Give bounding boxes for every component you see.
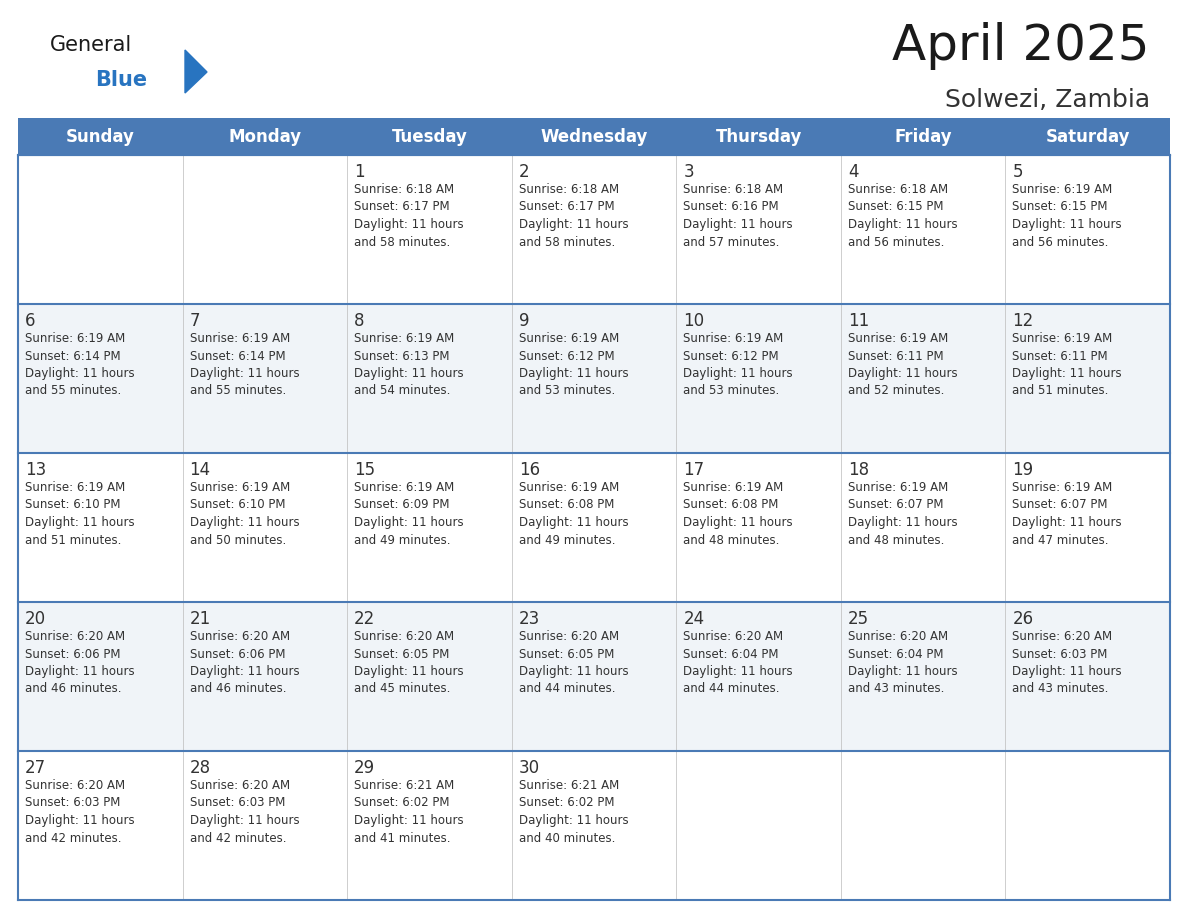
- Text: Sunrise: 6:20 AM
Sunset: 6:04 PM
Daylight: 11 hours
and 44 minutes.: Sunrise: 6:20 AM Sunset: 6:04 PM Dayligh…: [683, 630, 792, 696]
- Text: Sunrise: 6:19 AM
Sunset: 6:09 PM
Daylight: 11 hours
and 49 minutes.: Sunrise: 6:19 AM Sunset: 6:09 PM Dayligh…: [354, 481, 463, 546]
- Text: Sunrise: 6:20 AM
Sunset: 6:03 PM
Daylight: 11 hours
and 42 minutes.: Sunrise: 6:20 AM Sunset: 6:03 PM Dayligh…: [190, 779, 299, 845]
- Text: Sunrise: 6:20 AM
Sunset: 6:04 PM
Daylight: 11 hours
and 43 minutes.: Sunrise: 6:20 AM Sunset: 6:04 PM Dayligh…: [848, 630, 958, 696]
- Text: 21: 21: [190, 610, 210, 628]
- Text: Sunrise: 6:20 AM
Sunset: 6:03 PM
Daylight: 11 hours
and 43 minutes.: Sunrise: 6:20 AM Sunset: 6:03 PM Dayligh…: [1012, 630, 1121, 696]
- Text: Blue: Blue: [95, 70, 147, 90]
- Text: 14: 14: [190, 461, 210, 479]
- Text: Sunrise: 6:19 AM
Sunset: 6:14 PM
Daylight: 11 hours
and 55 minutes.: Sunrise: 6:19 AM Sunset: 6:14 PM Dayligh…: [25, 332, 134, 397]
- Text: Sunrise: 6:19 AM
Sunset: 6:07 PM
Daylight: 11 hours
and 47 minutes.: Sunrise: 6:19 AM Sunset: 6:07 PM Dayligh…: [1012, 481, 1121, 546]
- Text: Sunrise: 6:20 AM
Sunset: 6:03 PM
Daylight: 11 hours
and 42 minutes.: Sunrise: 6:20 AM Sunset: 6:03 PM Dayligh…: [25, 779, 134, 845]
- Text: 7: 7: [190, 312, 200, 330]
- Text: 23: 23: [519, 610, 541, 628]
- Text: Monday: Monday: [228, 128, 302, 145]
- Text: Sunrise: 6:19 AM
Sunset: 6:08 PM
Daylight: 11 hours
and 49 minutes.: Sunrise: 6:19 AM Sunset: 6:08 PM Dayligh…: [519, 481, 628, 546]
- Text: Sunrise: 6:21 AM
Sunset: 6:02 PM
Daylight: 11 hours
and 40 minutes.: Sunrise: 6:21 AM Sunset: 6:02 PM Dayligh…: [519, 779, 628, 845]
- Text: 5: 5: [1012, 163, 1023, 181]
- Text: Wednesday: Wednesday: [541, 128, 647, 145]
- Bar: [18, 118, 1170, 155]
- Text: 4: 4: [848, 163, 859, 181]
- Text: 10: 10: [683, 312, 704, 330]
- Text: 8: 8: [354, 312, 365, 330]
- Text: 20: 20: [25, 610, 46, 628]
- Text: 15: 15: [354, 461, 375, 479]
- Text: 6: 6: [25, 312, 36, 330]
- Text: Sunrise: 6:19 AM
Sunset: 6:12 PM
Daylight: 11 hours
and 53 minutes.: Sunrise: 6:19 AM Sunset: 6:12 PM Dayligh…: [683, 332, 792, 397]
- Bar: [18, 602, 1170, 751]
- Text: Sunrise: 6:20 AM
Sunset: 6:05 PM
Daylight: 11 hours
and 44 minutes.: Sunrise: 6:20 AM Sunset: 6:05 PM Dayligh…: [519, 630, 628, 696]
- Text: Sunrise: 6:20 AM
Sunset: 6:06 PM
Daylight: 11 hours
and 46 minutes.: Sunrise: 6:20 AM Sunset: 6:06 PM Dayligh…: [190, 630, 299, 696]
- Text: Solwezi, Zambia: Solwezi, Zambia: [944, 88, 1150, 112]
- Text: 24: 24: [683, 610, 704, 628]
- Text: 11: 11: [848, 312, 870, 330]
- Text: 2: 2: [519, 163, 530, 181]
- Text: 29: 29: [354, 759, 375, 777]
- Text: 3: 3: [683, 163, 694, 181]
- Text: Sunrise: 6:19 AM
Sunset: 6:13 PM
Daylight: 11 hours
and 54 minutes.: Sunrise: 6:19 AM Sunset: 6:13 PM Dayligh…: [354, 332, 463, 397]
- Text: 13: 13: [25, 461, 46, 479]
- Text: Sunrise: 6:19 AM
Sunset: 6:10 PM
Daylight: 11 hours
and 51 minutes.: Sunrise: 6:19 AM Sunset: 6:10 PM Dayligh…: [25, 481, 134, 546]
- Text: Sunrise: 6:19 AM
Sunset: 6:08 PM
Daylight: 11 hours
and 48 minutes.: Sunrise: 6:19 AM Sunset: 6:08 PM Dayligh…: [683, 481, 792, 546]
- Text: 26: 26: [1012, 610, 1034, 628]
- Text: Tuesday: Tuesday: [392, 128, 467, 145]
- Text: 1: 1: [354, 163, 365, 181]
- Text: Sunrise: 6:18 AM
Sunset: 6:15 PM
Daylight: 11 hours
and 56 minutes.: Sunrise: 6:18 AM Sunset: 6:15 PM Dayligh…: [848, 183, 958, 249]
- Text: Sunrise: 6:19 AM
Sunset: 6:12 PM
Daylight: 11 hours
and 53 minutes.: Sunrise: 6:19 AM Sunset: 6:12 PM Dayligh…: [519, 332, 628, 397]
- Text: Sunrise: 6:19 AM
Sunset: 6:15 PM
Daylight: 11 hours
and 56 minutes.: Sunrise: 6:19 AM Sunset: 6:15 PM Dayligh…: [1012, 183, 1121, 249]
- Text: Sunrise: 6:19 AM
Sunset: 6:11 PM
Daylight: 11 hours
and 51 minutes.: Sunrise: 6:19 AM Sunset: 6:11 PM Dayligh…: [1012, 332, 1121, 397]
- Text: 17: 17: [683, 461, 704, 479]
- Text: Sunday: Sunday: [65, 128, 134, 145]
- Text: 19: 19: [1012, 461, 1034, 479]
- Text: Sunrise: 6:19 AM
Sunset: 6:07 PM
Daylight: 11 hours
and 48 minutes.: Sunrise: 6:19 AM Sunset: 6:07 PM Dayligh…: [848, 481, 958, 546]
- Bar: [18, 155, 1170, 304]
- Text: General: General: [50, 35, 132, 55]
- Text: Sunrise: 6:18 AM
Sunset: 6:17 PM
Daylight: 11 hours
and 58 minutes.: Sunrise: 6:18 AM Sunset: 6:17 PM Dayligh…: [354, 183, 463, 249]
- Bar: [18, 453, 1170, 602]
- Text: 27: 27: [25, 759, 46, 777]
- Text: 18: 18: [848, 461, 868, 479]
- Polygon shape: [185, 50, 207, 93]
- Text: Thursday: Thursday: [715, 128, 802, 145]
- Text: 16: 16: [519, 461, 539, 479]
- Text: 12: 12: [1012, 312, 1034, 330]
- Text: Sunrise: 6:18 AM
Sunset: 6:17 PM
Daylight: 11 hours
and 58 minutes.: Sunrise: 6:18 AM Sunset: 6:17 PM Dayligh…: [519, 183, 628, 249]
- Text: April 2025: April 2025: [892, 22, 1150, 70]
- Text: Sunrise: 6:20 AM
Sunset: 6:05 PM
Daylight: 11 hours
and 45 minutes.: Sunrise: 6:20 AM Sunset: 6:05 PM Dayligh…: [354, 630, 463, 696]
- Text: 9: 9: [519, 312, 529, 330]
- Text: Sunrise: 6:18 AM
Sunset: 6:16 PM
Daylight: 11 hours
and 57 minutes.: Sunrise: 6:18 AM Sunset: 6:16 PM Dayligh…: [683, 183, 792, 249]
- Bar: [18, 751, 1170, 900]
- Text: Sunrise: 6:19 AM
Sunset: 6:11 PM
Daylight: 11 hours
and 52 minutes.: Sunrise: 6:19 AM Sunset: 6:11 PM Dayligh…: [848, 332, 958, 397]
- Text: Sunrise: 6:19 AM
Sunset: 6:14 PM
Daylight: 11 hours
and 55 minutes.: Sunrise: 6:19 AM Sunset: 6:14 PM Dayligh…: [190, 332, 299, 397]
- Text: Sunrise: 6:19 AM
Sunset: 6:10 PM
Daylight: 11 hours
and 50 minutes.: Sunrise: 6:19 AM Sunset: 6:10 PM Dayligh…: [190, 481, 299, 546]
- Bar: [18, 304, 1170, 453]
- Text: 28: 28: [190, 759, 210, 777]
- Text: Saturday: Saturday: [1045, 128, 1130, 145]
- Text: 25: 25: [848, 610, 868, 628]
- Text: Sunrise: 6:21 AM
Sunset: 6:02 PM
Daylight: 11 hours
and 41 minutes.: Sunrise: 6:21 AM Sunset: 6:02 PM Dayligh…: [354, 779, 463, 845]
- Text: Friday: Friday: [895, 128, 952, 145]
- Text: 22: 22: [354, 610, 375, 628]
- Text: Sunrise: 6:20 AM
Sunset: 6:06 PM
Daylight: 11 hours
and 46 minutes.: Sunrise: 6:20 AM Sunset: 6:06 PM Dayligh…: [25, 630, 134, 696]
- Text: 30: 30: [519, 759, 539, 777]
